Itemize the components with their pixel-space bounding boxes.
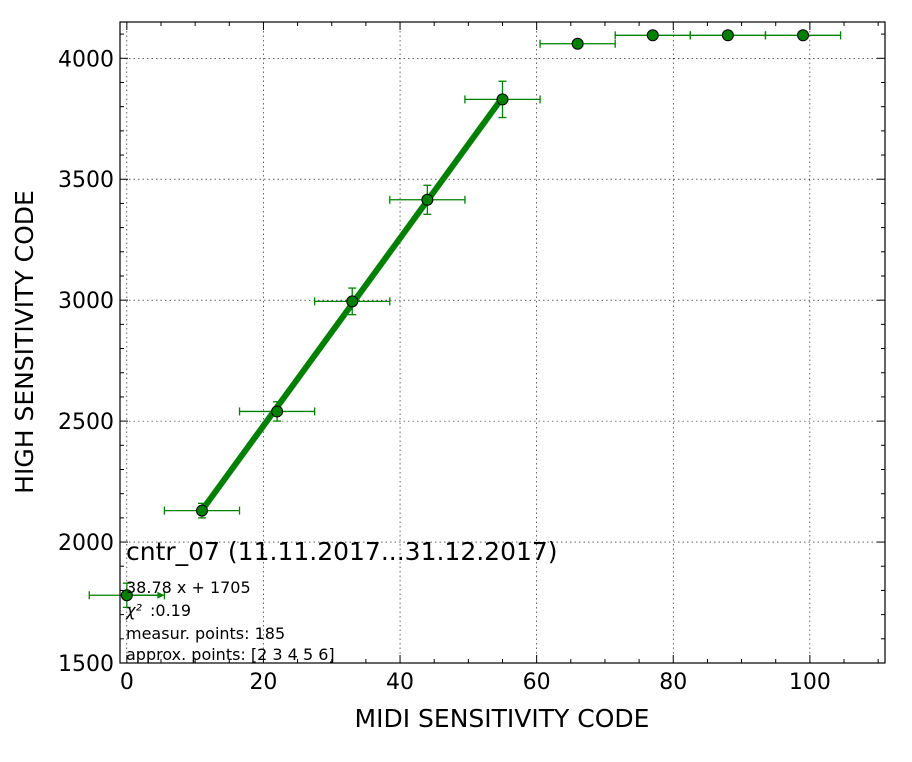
data-marker: [571, 37, 584, 50]
approx-points: approx. points: [2 3 4 5 6]: [126, 645, 335, 664]
data-point-8: [689, 29, 767, 42]
grid: [120, 22, 885, 663]
x-tick-label: 20: [249, 670, 277, 695]
data-marker: [496, 93, 509, 106]
x-tick-label: 40: [386, 670, 414, 695]
chi2-value: :0.19: [150, 601, 191, 620]
data-marker: [421, 193, 434, 206]
data-point-0: [88, 582, 166, 609]
data-point-5: [464, 80, 541, 119]
y-tick-label: 3000: [58, 289, 114, 314]
x-tick-label: 60: [523, 670, 551, 695]
data-point-6: [539, 37, 616, 50]
y-tick-label: 2500: [58, 410, 114, 435]
x-tick-label: 80: [659, 670, 687, 695]
data-point-7: [614, 29, 691, 42]
tick-labels: 0 20 40 60 80 100 1500 2000 2500 3000 3500 4000: [58, 47, 831, 695]
data-points-layer: [88, 29, 842, 609]
y-tick-label: 1500: [58, 652, 114, 677]
data-marker: [721, 29, 734, 42]
data-marker: [195, 504, 208, 517]
data-point-9: [764, 29, 842, 42]
x-axis-label: MIDI SENSITIVITY CODE: [355, 704, 650, 733]
data-point-3: [314, 287, 391, 316]
data-point-4: [389, 184, 466, 215]
annotation-title: cntr_07 (11.11.2017...31.12.2017): [126, 537, 558, 566]
y-axis-label: HIGH SENSITIVITY CODE: [10, 190, 39, 494]
data-marker: [271, 405, 284, 418]
x-tick-label: 0: [120, 670, 134, 695]
measur-points: measur. points: 185: [126, 624, 285, 643]
x-tick-label: 100: [789, 670, 831, 695]
chi2-symbol: χ²: [125, 601, 142, 620]
y-tick-label: 3500: [58, 168, 114, 193]
data-point-1: [163, 502, 241, 519]
y-tick-label: 4000: [58, 47, 114, 72]
data-marker: [797, 29, 810, 42]
data-marker: [120, 589, 133, 602]
y-tick-label: 2000: [58, 531, 114, 556]
annotation-box: cntr_07 (11.11.2017...31.12.2017) 38.78 …: [125, 537, 558, 664]
data-marker: [346, 295, 359, 308]
axis-ticks: [120, 22, 885, 664]
data-point-2: [238, 401, 316, 422]
data-marker: [646, 29, 659, 42]
fit-equation: 38.78 x + 1705: [126, 578, 251, 597]
